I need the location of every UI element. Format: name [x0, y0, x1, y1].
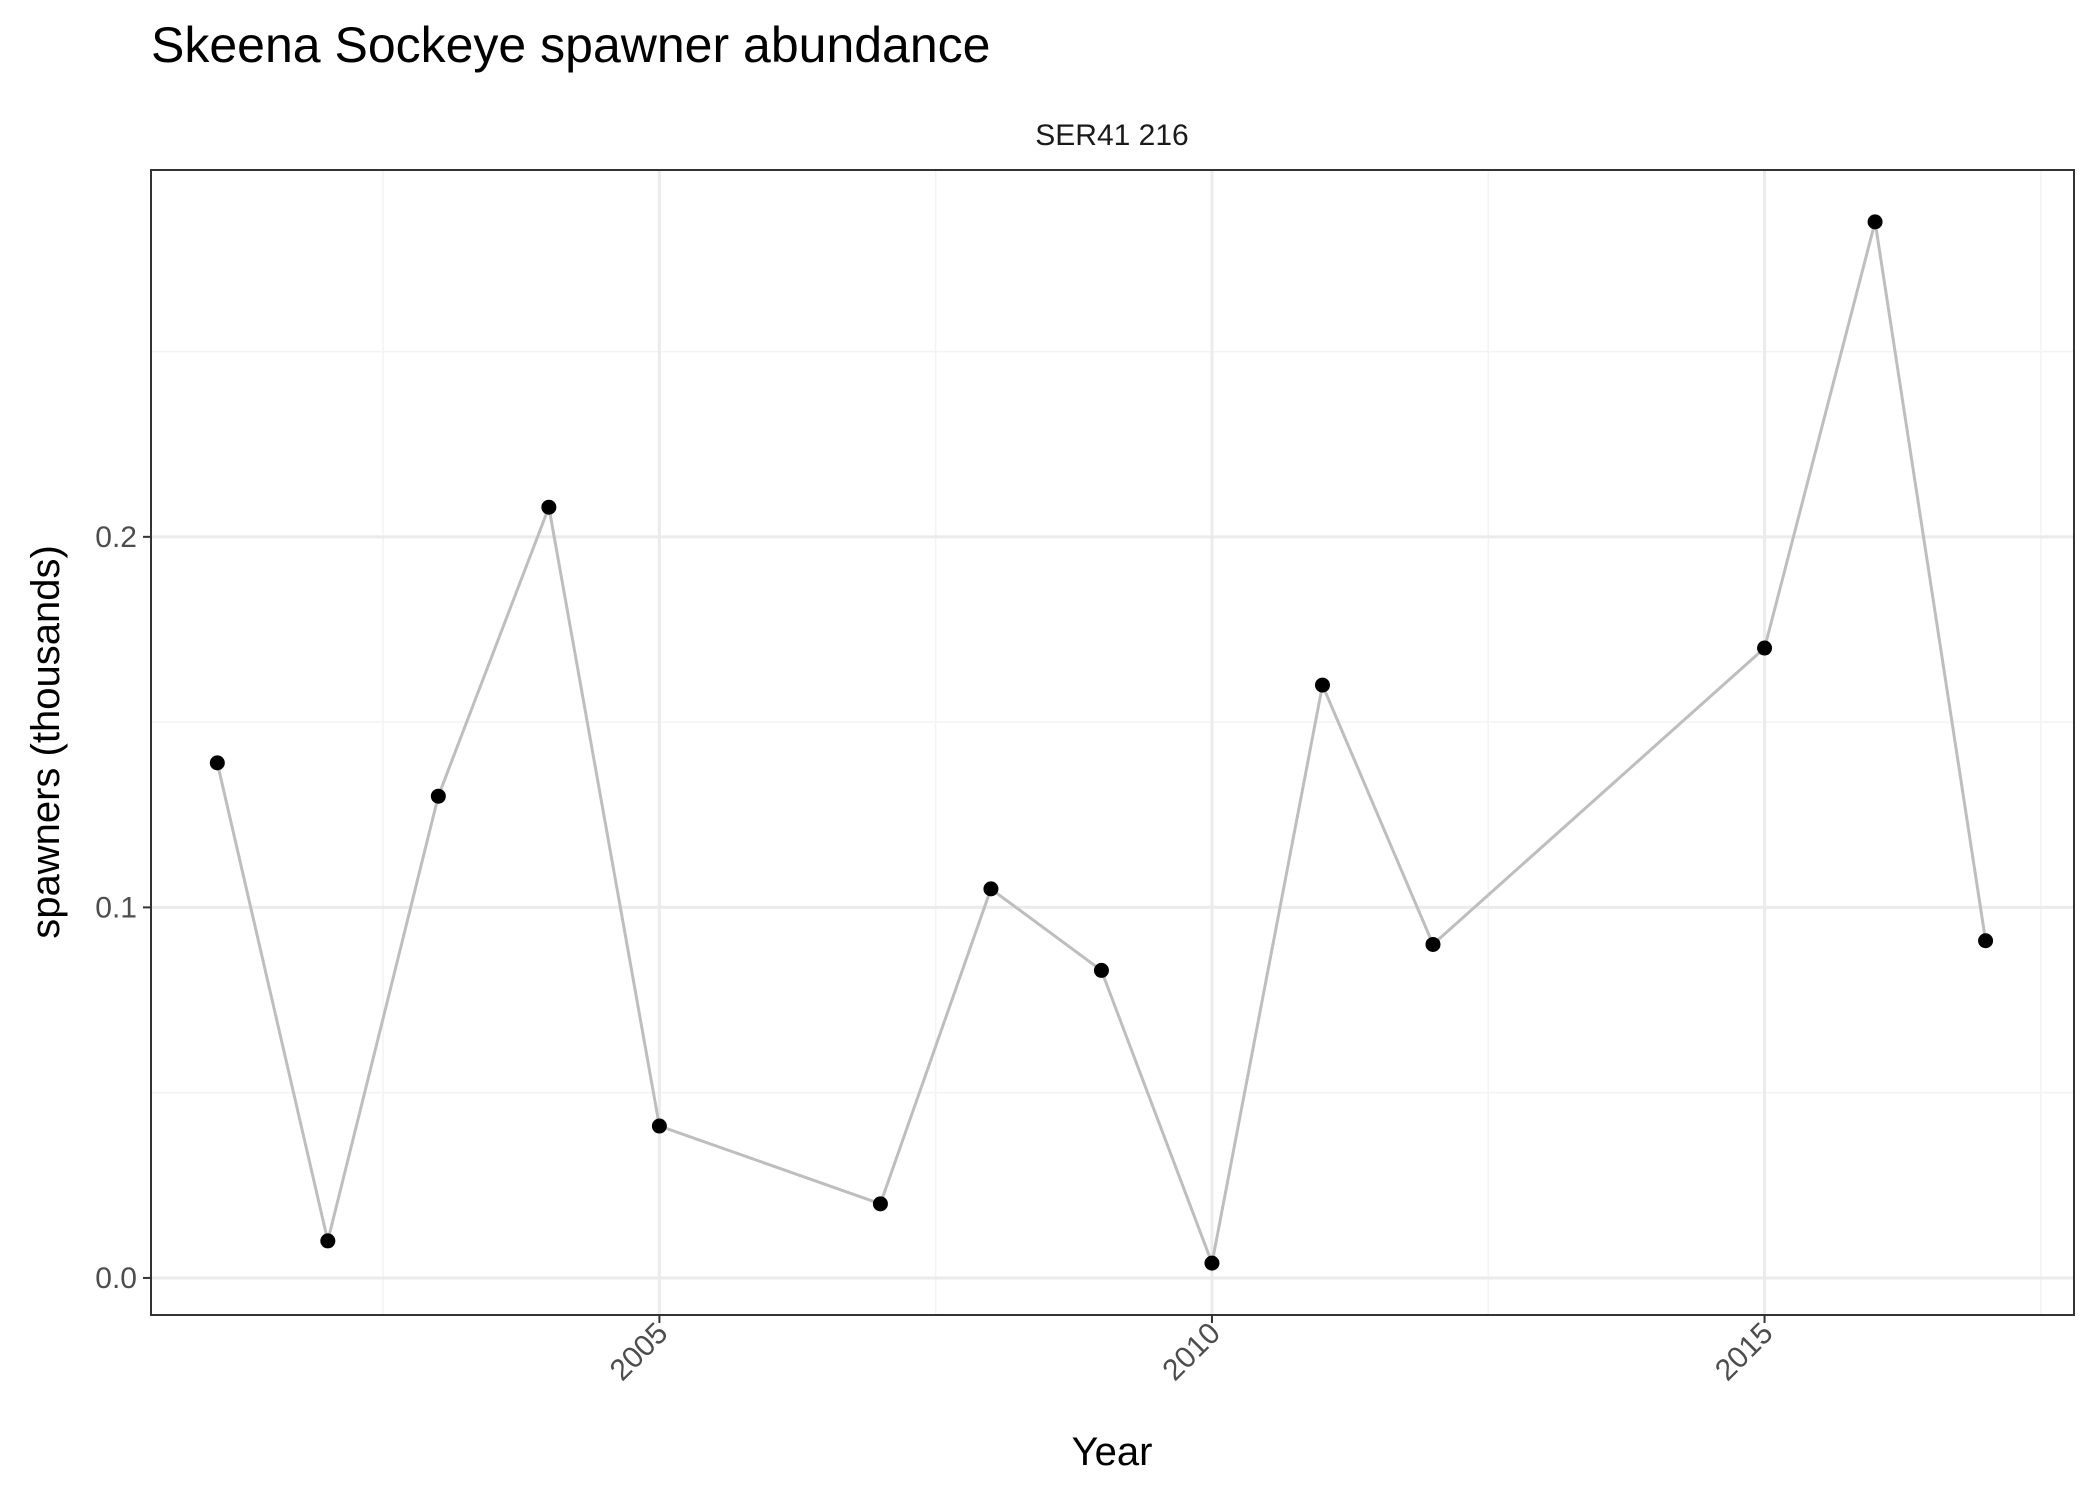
data-point — [1978, 933, 1994, 949]
data-point — [1425, 936, 1441, 952]
facet-label: SER41 216 — [1035, 119, 1188, 152]
y-tick-label: 0.1 — [95, 891, 137, 924]
series-lines — [215, 220, 1988, 1265]
data-point — [1757, 640, 1773, 656]
y-axis-title: spawners (thousands) — [24, 545, 68, 939]
y-axis-ticks: 0.0 0.1 0.2 — [95, 521, 151, 1295]
data-point — [651, 1118, 667, 1134]
data-point — [1093, 962, 1109, 978]
data-point — [1204, 1255, 1220, 1271]
panel-border — [150, 169, 2075, 1316]
data-point — [320, 1233, 336, 1249]
y-tick-label: 0.2 — [95, 521, 137, 554]
x-axis-title: Year — [1072, 1430, 1153, 1474]
grid-major — [151, 170, 2074, 1315]
data-point — [430, 788, 446, 804]
data-point — [209, 755, 225, 771]
data-point — [1867, 214, 1883, 230]
y-tick-label: 0.0 — [95, 1262, 137, 1295]
data-point — [983, 881, 999, 897]
chart-title: Skeena Sockeye spawner abundance — [151, 17, 990, 73]
grid-minor — [151, 170, 2074, 1315]
data-point — [541, 499, 557, 515]
series-points — [209, 214, 1994, 1271]
series-line — [215, 220, 1988, 1265]
data-point — [1314, 677, 1330, 693]
data-point — [872, 1196, 888, 1212]
